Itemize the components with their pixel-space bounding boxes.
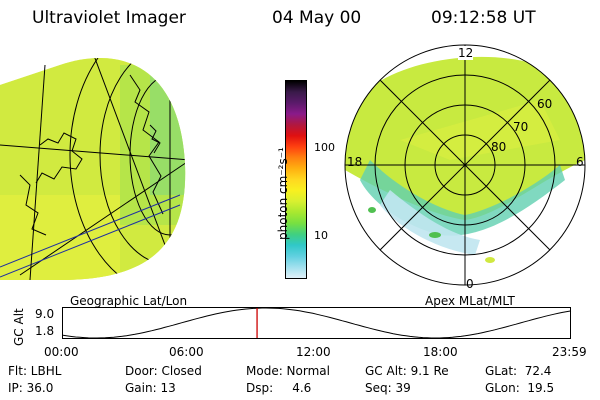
colorbar-tick-100: 100 [314, 141, 335, 154]
gc-alt-axis-label: GC Alt [12, 308, 26, 346]
mlt-label-18: 18 [347, 155, 363, 169]
polar-map [344, 44, 586, 286]
info-ip: IP: 36.0 [8, 381, 54, 395]
info-gcalt: GC Alt: 9.1 Re [365, 364, 449, 378]
colorbar [285, 80, 307, 279]
time-label: 09:12:58 UT [431, 8, 536, 28]
left-panel-caption: Geographic Lat/Lon [70, 294, 188, 308]
time-tick-0600: 06:00 [169, 345, 204, 359]
mlt-label-0: 0 [466, 277, 474, 291]
mlt-label-12: 12 [458, 46, 474, 60]
info-glon: GLon: 19.5 [485, 381, 555, 395]
time-tick-2359: 23:59 [552, 345, 587, 359]
gc-alt-tick-max: 9.0 [35, 307, 55, 321]
gc-alt-tick-min: 1.8 [35, 324, 55, 338]
info-glat: GLat: 72.4 [485, 364, 552, 378]
time-tick-0000: 00:00 [44, 345, 79, 359]
mlat-label-70: 70 [513, 120, 529, 134]
orbit-altitude-plot [62, 307, 572, 339]
mlt-label-6: 6 [576, 155, 584, 169]
info-seq: Seq: 39 [365, 381, 411, 395]
mlat-label-80: 80 [491, 140, 507, 154]
time-tick-1800: 18:00 [423, 345, 458, 359]
mlat-label-60: 60 [537, 97, 553, 111]
info-dsp: Dsp: 4.6 [246, 381, 312, 395]
geographic-map [0, 58, 186, 281]
info-door: Door: Closed [125, 364, 202, 378]
instrument-title: Ultraviolet Imager [32, 8, 186, 28]
colorbar-unit-label: photon cm⁻²s⁻¹ [276, 147, 290, 240]
colorbar-tick-10: 10 [314, 229, 328, 242]
info-flt: Flt: LBHL [8, 364, 62, 378]
right-panel-caption: Apex MLat/MLT [425, 294, 515, 308]
time-tick-1200: 12:00 [296, 345, 331, 359]
info-gain: Gain: 13 [125, 381, 176, 395]
info-mode: Mode: Normal [246, 364, 330, 378]
date-label: 04 May 00 [272, 8, 362, 28]
